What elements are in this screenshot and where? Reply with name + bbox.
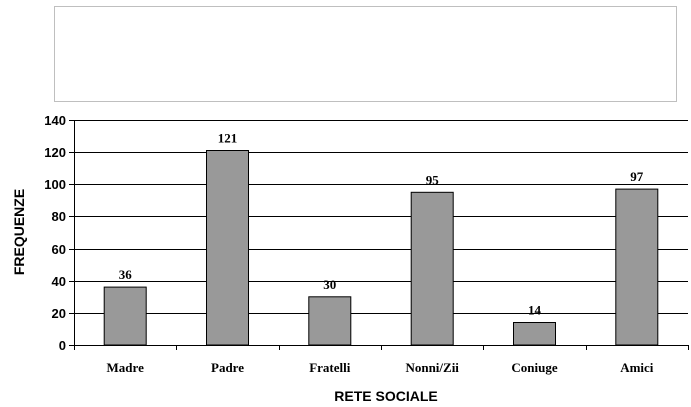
data-label: 14 bbox=[528, 303, 542, 318]
y-tick-label: 40 bbox=[52, 274, 66, 289]
y-tick-label: 140 bbox=[44, 113, 66, 128]
y-tick-label: 60 bbox=[52, 242, 66, 257]
x-tick-label: Fratelli bbox=[309, 360, 351, 375]
x-tick-label: Padre bbox=[211, 360, 244, 375]
x-tick-label: Coniuge bbox=[511, 360, 557, 375]
gridlines bbox=[74, 120, 688, 314]
bar-fratelli bbox=[308, 296, 352, 346]
y-tick-label: 120 bbox=[44, 145, 66, 160]
data-label: 36 bbox=[119, 267, 133, 282]
y-tick-label: 20 bbox=[52, 306, 66, 321]
empty-legend-box bbox=[54, 6, 677, 102]
data-label: 97 bbox=[630, 169, 644, 184]
y-axis-title: FREQUENZE bbox=[11, 189, 27, 275]
y-tick-label: 0 bbox=[59, 338, 66, 353]
axes bbox=[69, 120, 689, 350]
bar-nonni-zii bbox=[410, 191, 454, 346]
bars bbox=[103, 150, 659, 346]
x-tick-label: Amici bbox=[620, 360, 654, 375]
x-tick-label: Nonni/Zii bbox=[405, 360, 459, 375]
bar-madre bbox=[103, 286, 147, 346]
tick-labels: 0 20 40 60 80 100 120 140 Madre Padre Fratelli Nonn… bbox=[44, 113, 653, 375]
y-tick-label: 80 bbox=[52, 209, 66, 224]
data-label: 30 bbox=[323, 277, 336, 292]
data-label: 121 bbox=[218, 131, 238, 146]
bar-padre bbox=[206, 150, 249, 346]
bar-coniuge bbox=[513, 322, 556, 346]
y-tick-label: 100 bbox=[44, 177, 66, 192]
x-tick-label: Madre bbox=[107, 360, 145, 375]
data-labels: 36 121 30 95 14 97 bbox=[119, 131, 644, 318]
data-label: 95 bbox=[426, 172, 440, 187]
bar-amici bbox=[615, 188, 659, 346]
x-axis-title: RETE SOCIALE bbox=[334, 388, 437, 404]
